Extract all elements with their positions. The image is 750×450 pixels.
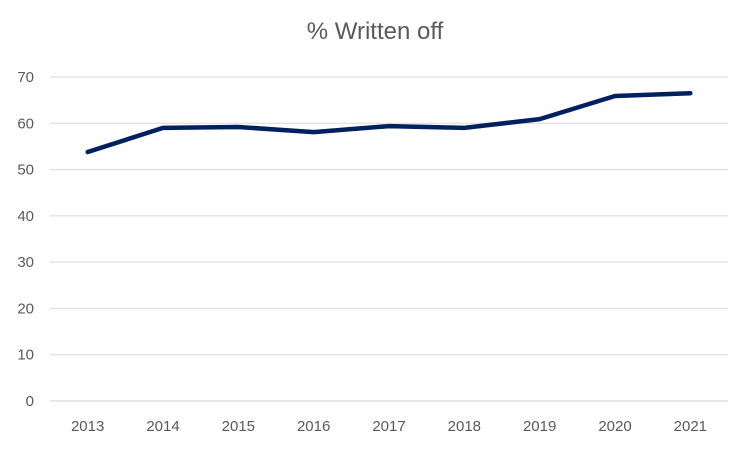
y-tick-label: 40 xyxy=(17,208,34,225)
y-tick-label: 30 xyxy=(17,254,34,271)
x-tick-label: 2017 xyxy=(372,418,405,435)
y-tick-label: 20 xyxy=(17,300,34,317)
x-tick-label: 2021 xyxy=(674,418,707,435)
y-tick-label: 10 xyxy=(17,347,34,364)
x-tick-label: 2016 xyxy=(297,418,330,435)
x-axis-tick-labels: 2013 2014 2015 2016 2017 2018 2019 2020 2021 xyxy=(71,418,707,435)
x-tick-label: 2014 xyxy=(146,418,179,435)
y-tick-label: 50 xyxy=(17,162,34,179)
x-tick-label: 2020 xyxy=(598,418,631,435)
x-tick-label: 2018 xyxy=(448,418,481,435)
y-tick-label: 70 xyxy=(17,69,34,86)
series-line xyxy=(85,90,693,155)
series-lines xyxy=(85,90,693,155)
gridlines xyxy=(50,76,728,402)
chart-title: % Written off xyxy=(306,18,444,45)
y-axis-tick-labels: 0 10 20 30 40 50 60 70 xyxy=(17,69,34,410)
x-tick-label: 2013 xyxy=(71,418,104,435)
x-tick-label: 2019 xyxy=(523,418,556,435)
x-tick-label: 2015 xyxy=(222,418,255,435)
y-tick-label: 0 xyxy=(26,393,34,410)
y-tick-label: 60 xyxy=(17,115,34,132)
